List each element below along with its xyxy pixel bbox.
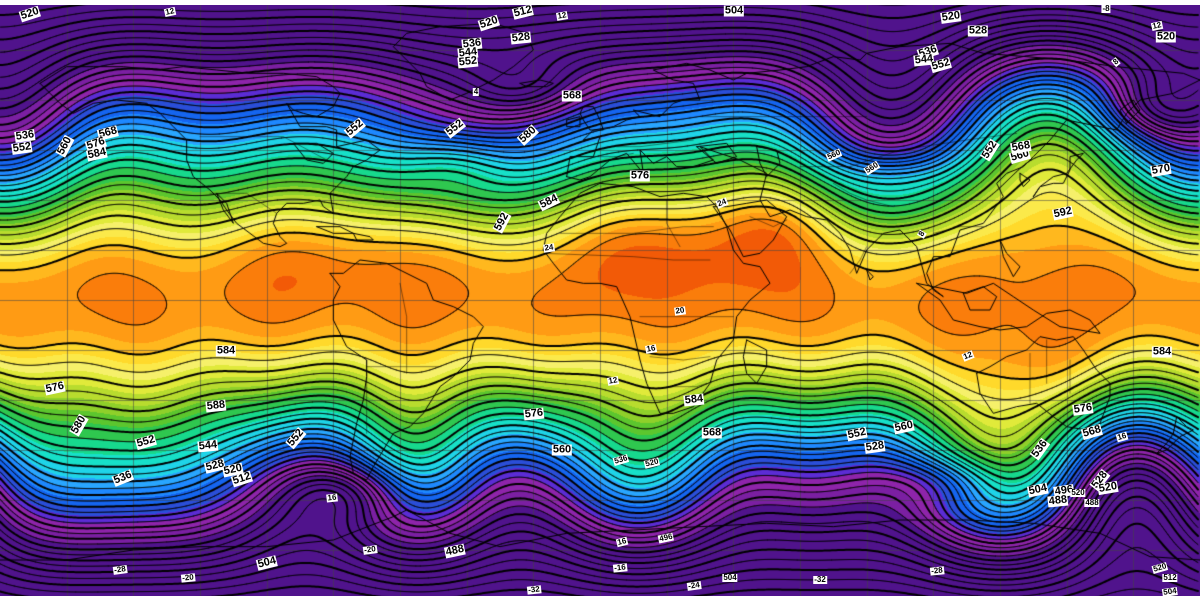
bottom-margin-strip <box>0 596 1200 600</box>
top-margin-strip <box>0 0 1200 5</box>
